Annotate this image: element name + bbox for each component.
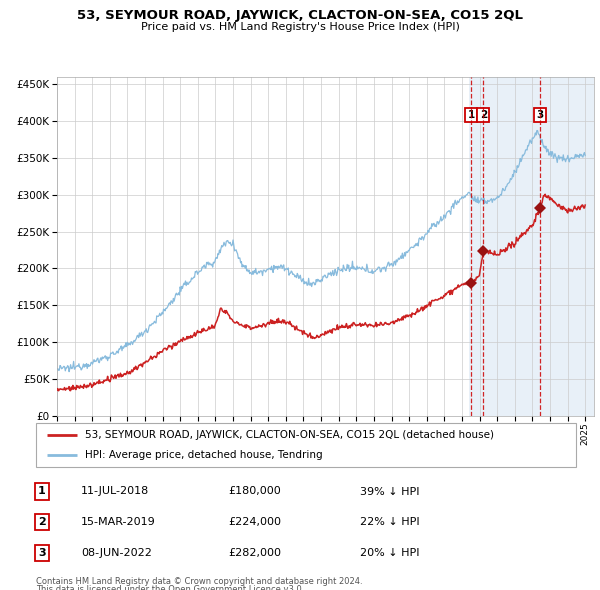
Text: 1: 1 (38, 487, 46, 496)
Text: £180,000: £180,000 (228, 487, 281, 496)
Text: 2: 2 (479, 110, 487, 120)
Text: Contains HM Land Registry data © Crown copyright and database right 2024.: Contains HM Land Registry data © Crown c… (36, 577, 362, 586)
Text: HPI: Average price, detached house, Tendring: HPI: Average price, detached house, Tend… (85, 450, 322, 460)
Text: £282,000: £282,000 (228, 548, 281, 558)
Text: £224,000: £224,000 (228, 517, 281, 527)
Text: 1: 1 (467, 110, 475, 120)
Text: 15-MAR-2019: 15-MAR-2019 (81, 517, 156, 527)
Text: 3: 3 (38, 548, 46, 558)
Text: 08-JUN-2022: 08-JUN-2022 (81, 548, 152, 558)
Text: 22% ↓ HPI: 22% ↓ HPI (360, 517, 419, 527)
Text: 20% ↓ HPI: 20% ↓ HPI (360, 548, 419, 558)
Text: Price paid vs. HM Land Registry's House Price Index (HPI): Price paid vs. HM Land Registry's House … (140, 22, 460, 32)
Text: 39% ↓ HPI: 39% ↓ HPI (360, 487, 419, 496)
Text: 53, SEYMOUR ROAD, JAYWICK, CLACTON-ON-SEA, CO15 2QL: 53, SEYMOUR ROAD, JAYWICK, CLACTON-ON-SE… (77, 9, 523, 22)
Bar (469, 77, 594, 416)
Text: 11-JUL-2018: 11-JUL-2018 (81, 487, 149, 496)
Text: This data is licensed under the Open Government Licence v3.0.: This data is licensed under the Open Gov… (36, 585, 304, 590)
Text: 2: 2 (38, 517, 46, 527)
Text: 3: 3 (536, 110, 544, 120)
Text: 53, SEYMOUR ROAD, JAYWICK, CLACTON-ON-SEA, CO15 2QL (detached house): 53, SEYMOUR ROAD, JAYWICK, CLACTON-ON-SE… (85, 430, 494, 440)
FancyBboxPatch shape (36, 423, 576, 467)
